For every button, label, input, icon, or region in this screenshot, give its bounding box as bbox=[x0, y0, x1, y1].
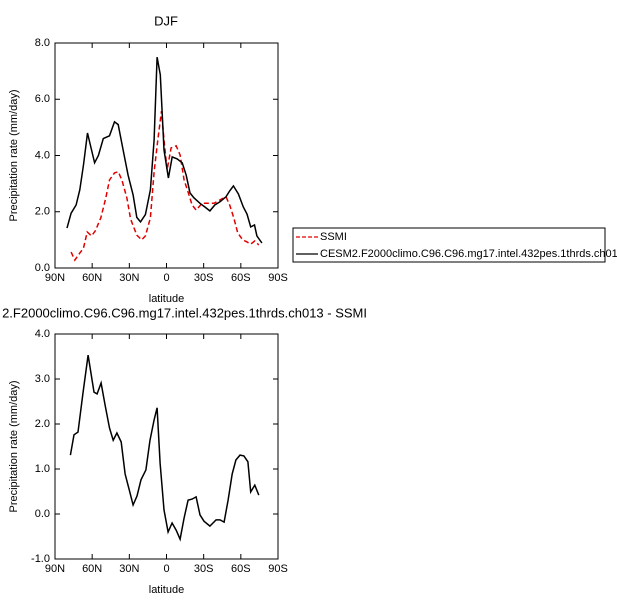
y-tick-label: 0.0 bbox=[35, 262, 50, 274]
x-tick-label: 30N bbox=[119, 563, 139, 575]
legend-box bbox=[292, 227, 606, 263]
y-axis-label: Precipitation rate (mm/day) bbox=[8, 380, 20, 512]
legend-label: SSMI bbox=[320, 231, 347, 243]
data-line bbox=[66, 56, 263, 244]
chart-title: 2.F2000climo.C96.C96.mg17.intel.432pes.1… bbox=[2, 305, 367, 320]
legend-label: CESM2.F2000climo.C96.C96.mg17.intel.432p… bbox=[320, 248, 617, 260]
y-tick-label: 0.0 bbox=[35, 508, 50, 520]
x-tick-label: 60N bbox=[82, 272, 102, 284]
x-tick-label: 90S bbox=[268, 563, 288, 575]
y-tick-label: -1.0 bbox=[31, 553, 50, 565]
legend: SSMI CESM2.F2000climo.C96.C96.mg17.intel.… bbox=[292, 227, 617, 263]
x-tick-label: 90N bbox=[45, 563, 65, 575]
y-tick-label: 2.0 bbox=[35, 418, 50, 430]
x-tick-label: 60S bbox=[231, 563, 251, 575]
y-axis-label: Precipitation rate (mm/day) bbox=[8, 89, 20, 221]
y-tick-label: 3.0 bbox=[35, 373, 50, 385]
y-tick-label: 4.0 bbox=[35, 328, 50, 340]
x-tick-label: 90S bbox=[268, 272, 288, 284]
y-tick-label: 8.0 bbox=[35, 37, 50, 49]
x-tick-label: 30S bbox=[194, 272, 214, 284]
chart-title: DJF bbox=[154, 13, 178, 28]
x-tick-label: 90N bbox=[45, 272, 65, 284]
x-tick-label: 30N bbox=[119, 272, 139, 284]
data-line bbox=[69, 354, 260, 542]
data-line bbox=[70, 111, 260, 262]
y-tick-label: 2.0 bbox=[35, 206, 50, 218]
x-axis-label: latitude bbox=[149, 584, 184, 596]
x-tick-label: 60N bbox=[82, 563, 102, 575]
x-tick-label: 30S bbox=[194, 563, 214, 575]
y-tick-label: 1.0 bbox=[35, 463, 50, 475]
y-tick-label: 6.0 bbox=[35, 93, 50, 105]
plot-frame bbox=[54, 42, 279, 269]
x-tick-label: 60S bbox=[231, 272, 251, 284]
x-axis-label: latitude bbox=[149, 293, 184, 305]
x-tick-label: 0 bbox=[163, 563, 169, 575]
x-tick-label: 0 bbox=[163, 272, 169, 284]
y-tick-label: 4.0 bbox=[35, 149, 50, 161]
